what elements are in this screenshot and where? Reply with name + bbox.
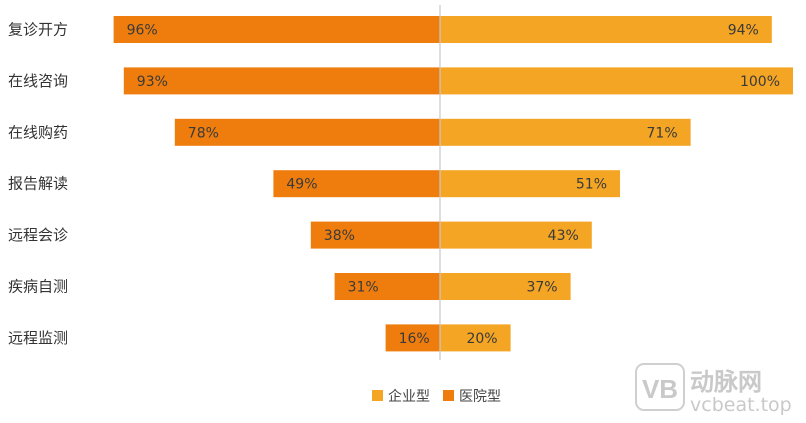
category-label: 疾病自测 xyxy=(8,278,68,296)
value-label-enterprise: 43% xyxy=(548,228,579,244)
bar-hospital xyxy=(113,16,440,43)
bar-enterprise xyxy=(440,170,621,198)
watermark: VB 动脉网 vcbeat.top xyxy=(635,363,792,416)
value-label-enterprise: 71% xyxy=(647,125,678,141)
value-label-hospital: 38% xyxy=(324,228,355,244)
bar-hospital xyxy=(273,170,440,198)
bar-enterprise xyxy=(440,273,571,300)
value-label-enterprise: 94% xyxy=(728,23,759,39)
bar-hospital xyxy=(334,273,440,300)
category-label: 在线购药 xyxy=(8,123,68,141)
value-label-enterprise: 37% xyxy=(526,280,557,296)
brand-text: 动脉网 xyxy=(690,368,762,396)
vb-logo-icon xyxy=(635,363,685,411)
value-label-enterprise: 100% xyxy=(740,74,780,90)
value-label-enterprise: 51% xyxy=(576,177,607,193)
value-label-hospital: 16% xyxy=(399,331,430,347)
bar-hospital xyxy=(310,221,440,249)
value-labels: 96% 94% 93% 100% 78% 71% 49% 51% 38% 43% 31% 37% 16%… xyxy=(127,23,780,347)
vb-logo-text: VB xyxy=(642,374,678,404)
legend-label: 企业型 xyxy=(388,388,430,405)
category-label: 在线咨询 xyxy=(8,72,68,90)
enterprise-bars xyxy=(440,16,793,352)
legend-label: 医院型 xyxy=(459,389,501,405)
category-label: 远程监测 xyxy=(8,329,68,347)
value-label-hospital: 49% xyxy=(286,177,317,193)
legend-swatch xyxy=(372,390,383,401)
value-label-hospital: 93% xyxy=(137,74,168,90)
bar-enterprise xyxy=(440,221,592,249)
hospital-bars xyxy=(113,16,441,352)
bar-enterprise xyxy=(440,67,793,95)
category-label: 报告解读 xyxy=(8,175,68,193)
legend: 企业型 医院型 xyxy=(372,388,501,405)
value-label-hospital: 78% xyxy=(188,125,219,141)
bar-hospital xyxy=(174,118,441,146)
category-label: 复诊开方 xyxy=(8,21,68,39)
bar-hospital xyxy=(385,324,440,352)
bar-enterprise xyxy=(440,118,691,146)
bar-enterprise xyxy=(440,16,772,43)
url-text: vcbeat.top xyxy=(690,394,792,416)
category-label: 远程会诊 xyxy=(8,226,68,244)
bar-hospital xyxy=(123,67,441,95)
value-label-hospital: 31% xyxy=(348,280,379,296)
legend-swatch xyxy=(443,390,454,401)
bar-enterprise xyxy=(440,324,511,352)
value-label-hospital: 96% xyxy=(127,23,158,39)
value-label-enterprise: 20% xyxy=(466,331,497,347)
